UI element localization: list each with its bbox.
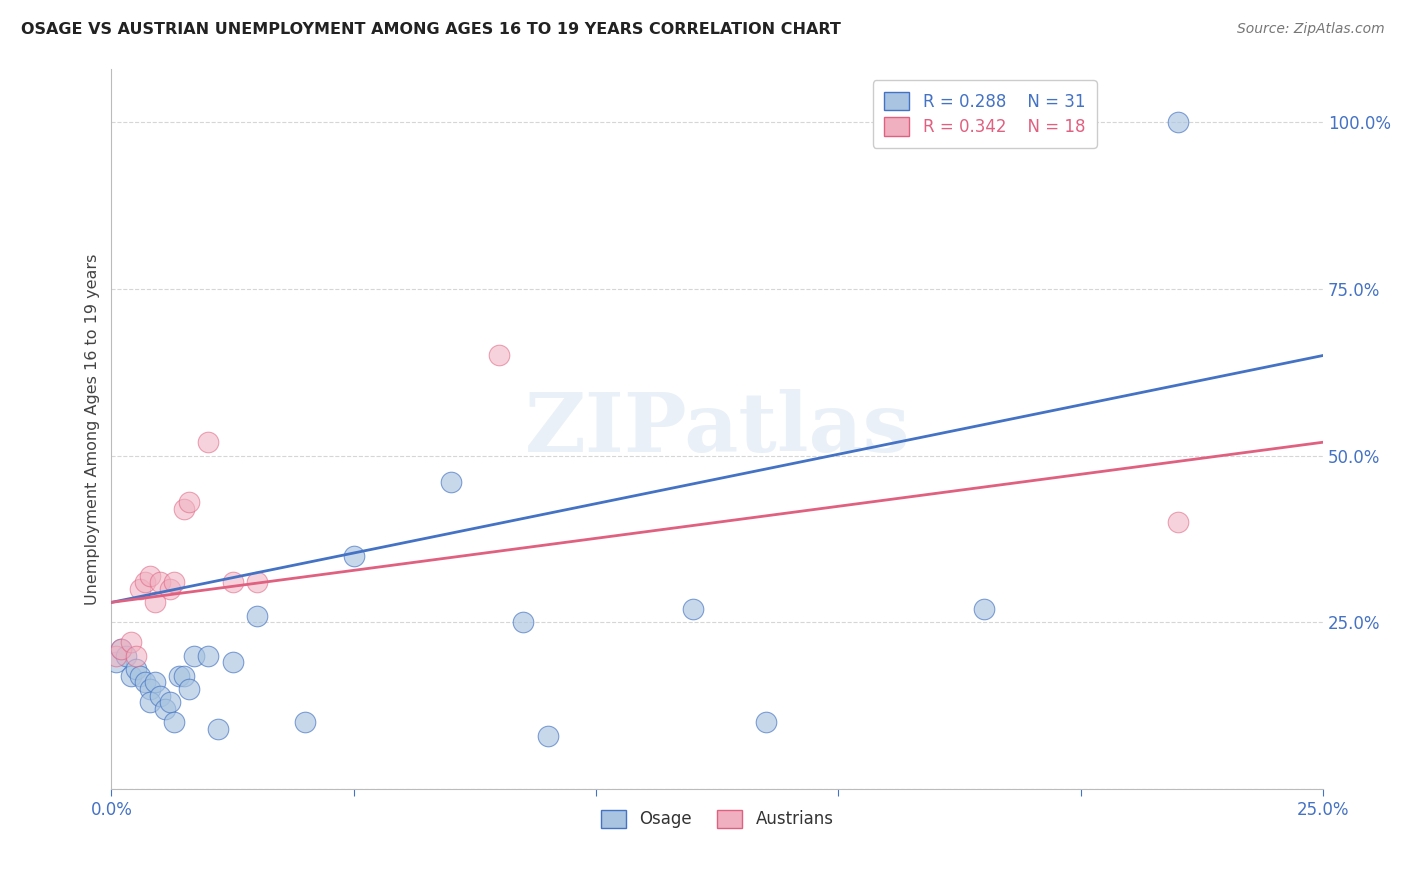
- Point: [343, 549, 366, 563]
- Point: [221, 656, 243, 670]
- Point: [173, 502, 195, 516]
- Point: [134, 675, 156, 690]
- Point: [169, 669, 191, 683]
- Point: [197, 648, 219, 663]
- Point: [134, 575, 156, 590]
- Y-axis label: Unemployment Among Ages 16 to 19 years: Unemployment Among Ages 16 to 19 years: [86, 253, 100, 605]
- Point: [139, 568, 162, 582]
- Text: Source: ZipAtlas.com: Source: ZipAtlas.com: [1237, 22, 1385, 37]
- Point: [173, 669, 195, 683]
- Point: [246, 608, 269, 623]
- Point: [149, 689, 172, 703]
- Point: [124, 648, 146, 663]
- Point: [115, 648, 138, 663]
- Point: [183, 648, 205, 663]
- Point: [221, 575, 243, 590]
- Point: [159, 582, 181, 596]
- Point: [1167, 516, 1189, 530]
- Point: [105, 656, 128, 670]
- Point: [755, 715, 778, 730]
- Point: [1167, 115, 1189, 129]
- Point: [682, 602, 704, 616]
- Point: [143, 595, 166, 609]
- Point: [177, 682, 200, 697]
- Point: [440, 475, 463, 490]
- Point: [105, 648, 128, 663]
- Point: [536, 729, 558, 743]
- Point: [129, 669, 152, 683]
- Point: [512, 615, 534, 630]
- Point: [197, 435, 219, 450]
- Point: [177, 495, 200, 509]
- Text: ZIPatlas: ZIPatlas: [524, 389, 910, 469]
- Point: [143, 675, 166, 690]
- Point: [973, 602, 995, 616]
- Point: [163, 575, 186, 590]
- Point: [294, 715, 316, 730]
- Legend: Osage, Austrians: Osage, Austrians: [595, 803, 841, 835]
- Point: [139, 696, 162, 710]
- Point: [488, 349, 510, 363]
- Point: [139, 682, 162, 697]
- Point: [129, 582, 152, 596]
- Point: [163, 715, 186, 730]
- Point: [207, 722, 229, 736]
- Point: [120, 669, 142, 683]
- Point: [120, 635, 142, 649]
- Point: [124, 662, 146, 676]
- Point: [110, 642, 132, 657]
- Point: [246, 575, 269, 590]
- Text: OSAGE VS AUSTRIAN UNEMPLOYMENT AMONG AGES 16 TO 19 YEARS CORRELATION CHART: OSAGE VS AUSTRIAN UNEMPLOYMENT AMONG AGE…: [21, 22, 841, 37]
- Point: [149, 575, 172, 590]
- Point: [110, 642, 132, 657]
- Point: [159, 696, 181, 710]
- Point: [153, 702, 176, 716]
